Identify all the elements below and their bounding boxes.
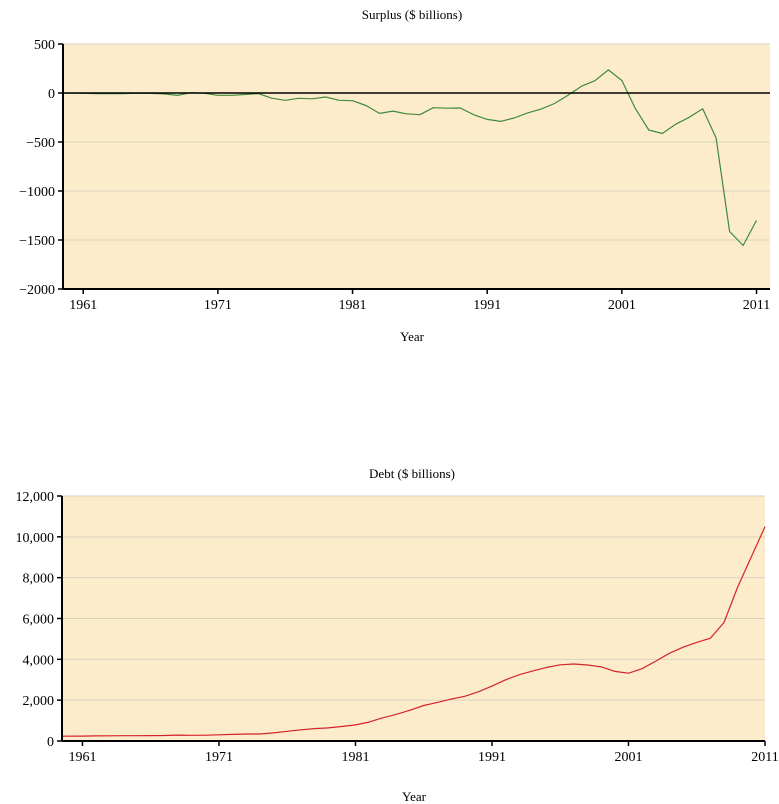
debt-y-tick-labels: 0 2,000 4,000 6,000 8,000 10,000 12,000	[16, 490, 55, 750]
surplus-y-tick-label: 0	[48, 87, 55, 102]
surplus-y-tick-label: 500	[34, 38, 55, 53]
debt-series-line	[61, 526, 766, 737]
debt-y-tick-label: 12,000	[16, 490, 55, 505]
surplus-x-tick-label: 1991	[473, 298, 501, 313]
surplus-x-tick-label: 1981	[339, 298, 367, 313]
surplus-y-tick-label: −500	[26, 136, 55, 151]
debt-y-tick-label: 10,000	[16, 531, 55, 546]
surplus-series-line	[62, 69, 758, 247]
debt-y-tick-label: 8,000	[23, 572, 55, 587]
surplus-axes	[58, 43, 770, 294]
debt-gridlines	[62, 495, 765, 701]
surplus-y-tick-label: −2000	[19, 283, 55, 298]
debt-x-tick-labels: 1961 1971 1981 1991 2001 2011	[68, 750, 778, 765]
debt-x-tick-label: 1961	[68, 750, 96, 765]
debt-x-tick-label: 1991	[478, 750, 506, 765]
debt-y-tick-label: 4,000	[23, 653, 55, 668]
debt-x-tick-label: 2011	[751, 750, 778, 765]
surplus-plot-area	[63, 44, 770, 289]
surplus-x-tick-labels: 1961 1971 1981 1991 2001 2011	[69, 298, 770, 313]
debt-x-tick-label: 2001	[614, 750, 642, 765]
debt-axes	[57, 495, 766, 746]
debt-y-tick-label: 0	[47, 735, 54, 750]
surplus-y-tick-label: −1500	[19, 234, 55, 249]
surplus-x-tick-label: 1971	[204, 298, 232, 313]
surplus-series	[62, 69, 758, 247]
surplus-x-tick-label: 1961	[69, 298, 97, 313]
surplus-y-tick-label: −1000	[19, 185, 55, 200]
debt-y-tick-label: 2,000	[23, 694, 55, 709]
surplus-x-tick-label: 2011	[743, 298, 770, 313]
surplus-x-tick-label: 2001	[608, 298, 636, 313]
debt-chart-title: Debt ($ billions)	[369, 466, 455, 481]
debt-x-tick-label: 1971	[205, 750, 233, 765]
surplus-chart: Surplus ($ billions) 500 0 −500 −1000 −1500 −…	[19, 7, 770, 344]
debt-chart: Debt ($ billions) 0 2,000 4,000 6,000 8,000 1…	[16, 466, 779, 804]
surplus-chart-title: Surplus ($ billions)	[362, 7, 462, 22]
surplus-gridlines	[63, 43, 770, 241]
surplus-x-axis-label: Year	[400, 329, 425, 344]
debt-x-tick-label: 1981	[341, 750, 369, 765]
debt-y-tick-label: 6,000	[23, 613, 55, 628]
debt-x-axis-label: Year	[402, 789, 427, 804]
surplus-y-tick-labels: 500 0 −500 −1000 −1500 −2000	[19, 38, 55, 298]
debt-series	[61, 526, 766, 737]
